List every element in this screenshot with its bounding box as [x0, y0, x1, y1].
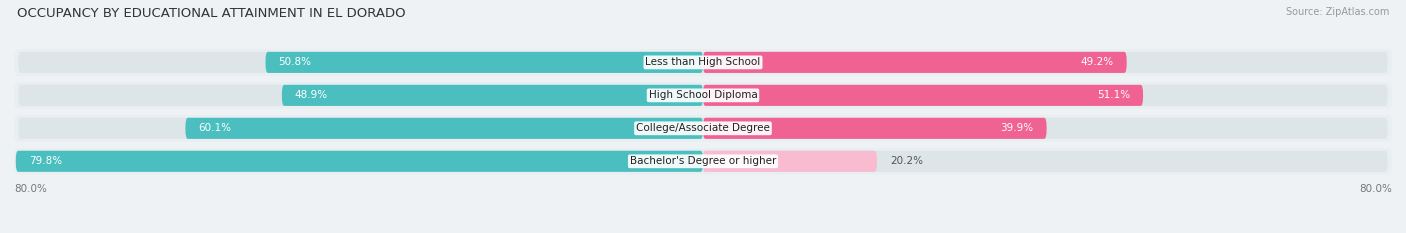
- FancyBboxPatch shape: [18, 52, 1388, 73]
- Text: 80.0%: 80.0%: [1360, 184, 1392, 194]
- FancyBboxPatch shape: [14, 115, 1392, 141]
- Text: Less than High School: Less than High School: [645, 57, 761, 67]
- FancyBboxPatch shape: [703, 52, 1126, 73]
- FancyBboxPatch shape: [18, 151, 1388, 172]
- FancyBboxPatch shape: [266, 52, 703, 73]
- FancyBboxPatch shape: [14, 49, 1392, 75]
- Text: Bachelor's Degree or higher: Bachelor's Degree or higher: [630, 156, 776, 166]
- Text: 80.0%: 80.0%: [14, 184, 46, 194]
- FancyBboxPatch shape: [14, 82, 1392, 109]
- Text: College/Associate Degree: College/Associate Degree: [636, 123, 770, 133]
- FancyBboxPatch shape: [18, 118, 1388, 139]
- Text: 60.1%: 60.1%: [198, 123, 232, 133]
- Text: Source: ZipAtlas.com: Source: ZipAtlas.com: [1285, 7, 1389, 17]
- FancyBboxPatch shape: [18, 85, 1388, 106]
- Text: 79.8%: 79.8%: [28, 156, 62, 166]
- Text: OCCUPANCY BY EDUCATIONAL ATTAINMENT IN EL DORADO: OCCUPANCY BY EDUCATIONAL ATTAINMENT IN E…: [17, 7, 405, 20]
- Text: 48.9%: 48.9%: [295, 90, 328, 100]
- Text: 39.9%: 39.9%: [1001, 123, 1033, 133]
- FancyBboxPatch shape: [186, 118, 703, 139]
- Text: 49.2%: 49.2%: [1081, 57, 1114, 67]
- Text: 20.2%: 20.2%: [890, 156, 922, 166]
- Text: High School Diploma: High School Diploma: [648, 90, 758, 100]
- Text: 50.8%: 50.8%: [278, 57, 312, 67]
- FancyBboxPatch shape: [703, 151, 877, 172]
- FancyBboxPatch shape: [281, 85, 703, 106]
- FancyBboxPatch shape: [703, 118, 1046, 139]
- Text: 51.1%: 51.1%: [1097, 90, 1130, 100]
- FancyBboxPatch shape: [14, 148, 1392, 175]
- FancyBboxPatch shape: [703, 85, 1143, 106]
- FancyBboxPatch shape: [15, 151, 703, 172]
